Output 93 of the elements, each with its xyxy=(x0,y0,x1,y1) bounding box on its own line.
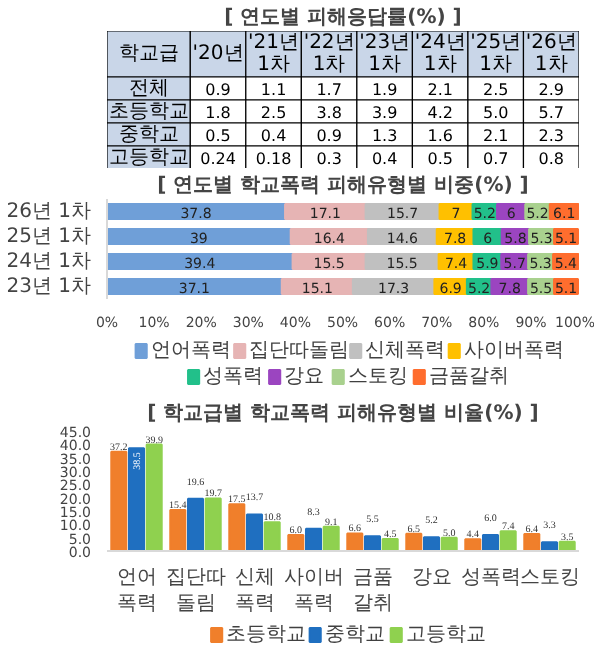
bar xyxy=(464,538,482,551)
data-label: 0.5 xyxy=(205,126,231,145)
data-label: 5.7 xyxy=(538,103,564,122)
data-label: 0.5 xyxy=(427,149,453,168)
y-tick-label: 24년 1차 xyxy=(6,250,91,273)
bar xyxy=(523,532,541,551)
bar xyxy=(287,534,305,551)
x-tick-label: '21년 1차 xyxy=(248,32,300,76)
data-label: 1.8 xyxy=(205,103,231,122)
data-label: 2.5 xyxy=(260,103,287,122)
bar xyxy=(228,503,246,551)
data-label: 2.3 xyxy=(538,126,564,145)
y-tick-label: 25년 1차 xyxy=(6,225,91,248)
x-tick-label: '22년 1차 xyxy=(303,32,355,76)
bar xyxy=(107,278,283,295)
y-tick-label: 초등학교 xyxy=(108,100,189,123)
bar xyxy=(405,532,423,551)
bar xyxy=(422,536,441,551)
data-label: 0.24 xyxy=(200,149,236,168)
data-label: 1.3 xyxy=(371,126,398,145)
data-label: 5.0 xyxy=(482,103,509,122)
x-tick-label: '23년 1차 xyxy=(359,32,411,76)
data-label: 0.18 xyxy=(255,149,292,168)
bar xyxy=(322,525,340,551)
legend-label: 집단따돌림 xyxy=(249,340,350,362)
legend-label: 스토킹 xyxy=(347,366,408,388)
data-label: 1.9 xyxy=(371,80,398,99)
y-tick-label: 23년 1차 xyxy=(6,275,91,298)
data-label: 2.1 xyxy=(482,126,509,145)
bar xyxy=(127,447,146,551)
data-label: 2.5 xyxy=(482,80,509,99)
data-label: 0.9 xyxy=(316,126,342,145)
data-label: 2.1 xyxy=(427,80,453,99)
bar xyxy=(107,253,294,270)
legend-label: 사이버폭력 xyxy=(463,340,564,362)
y-axis-title: 학교급 xyxy=(118,43,179,65)
bar xyxy=(540,541,559,551)
x-tick-label: 사이버폭력 xyxy=(283,567,344,616)
x-tick-label: 언어폭력 xyxy=(116,567,157,616)
bar xyxy=(186,497,205,551)
data-label: 1.1 xyxy=(260,80,287,99)
legend-label: 언어폭력 xyxy=(150,340,231,362)
bar xyxy=(169,508,187,551)
bar xyxy=(107,203,287,220)
x-tick-label: '25년 1차 xyxy=(470,32,522,76)
data-label: 0.4 xyxy=(371,149,398,168)
data-label: 1.7 xyxy=(316,80,342,99)
data-label: 0.4 xyxy=(260,126,287,145)
bar xyxy=(440,536,458,551)
chart-title: [ 학교급별 학교폭력 피해유형별 비율(%) ] xyxy=(147,403,539,425)
bar xyxy=(381,538,399,551)
x-tick-label: '24년 1차 xyxy=(414,32,466,76)
data-label: 3.9 xyxy=(371,103,398,122)
x-tick-label: 스토킹 xyxy=(519,567,580,589)
legend-label: 신체폭력 xyxy=(365,340,446,362)
bar xyxy=(110,450,128,551)
data-label: 0.3 xyxy=(316,149,342,168)
bar xyxy=(346,532,364,551)
y-tick-label: 중학교 xyxy=(118,123,179,146)
legend-label: 금품갈취 xyxy=(428,366,509,388)
x-tick-label: 금품갈취 xyxy=(352,567,393,616)
chart-title: [ 연도별 피해응답률(%) ] xyxy=(224,7,462,29)
data-label: 0.9 xyxy=(205,80,231,99)
x-tick-label: '26년 1차 xyxy=(525,32,577,76)
data-label: 2.9 xyxy=(538,80,564,99)
data-label: 1.6 xyxy=(427,126,453,145)
legend-label: 중학교 xyxy=(324,624,385,646)
legend-label: 고등학교 xyxy=(405,624,486,646)
data-label: 4.2 xyxy=(427,103,453,122)
y-tick-label: 26년 1차 xyxy=(6,200,91,223)
legend-label: 초등학교 xyxy=(226,624,307,646)
chart-title: [ 연도별 학교폭력 피해유형별 비중(%) ] xyxy=(157,175,529,197)
bar xyxy=(363,535,382,551)
data-label: 3.8 xyxy=(316,103,342,122)
bar xyxy=(304,527,323,551)
x-tick-label: 집단따돌림 xyxy=(165,567,226,616)
bar xyxy=(481,534,500,551)
bar xyxy=(499,530,517,551)
x-tick-label: '20년 xyxy=(192,43,244,65)
x-tick-label: 신체폭력 xyxy=(234,567,275,616)
bar xyxy=(107,228,292,245)
x-tick-label: 성폭력 xyxy=(460,567,521,589)
x-tick-label: 강요 xyxy=(411,567,452,589)
bar xyxy=(245,513,264,551)
legend-label: 강요 xyxy=(284,366,325,388)
bar xyxy=(263,521,281,551)
legend-label: 성폭력 xyxy=(203,366,264,388)
y-tick-label: 전체 xyxy=(128,77,169,100)
bar xyxy=(145,443,163,551)
bar xyxy=(204,497,222,551)
data-label: 0.7 xyxy=(482,149,509,168)
data-label: 0.8 xyxy=(538,149,564,168)
y-tick-label: 고등학교 xyxy=(108,146,189,169)
